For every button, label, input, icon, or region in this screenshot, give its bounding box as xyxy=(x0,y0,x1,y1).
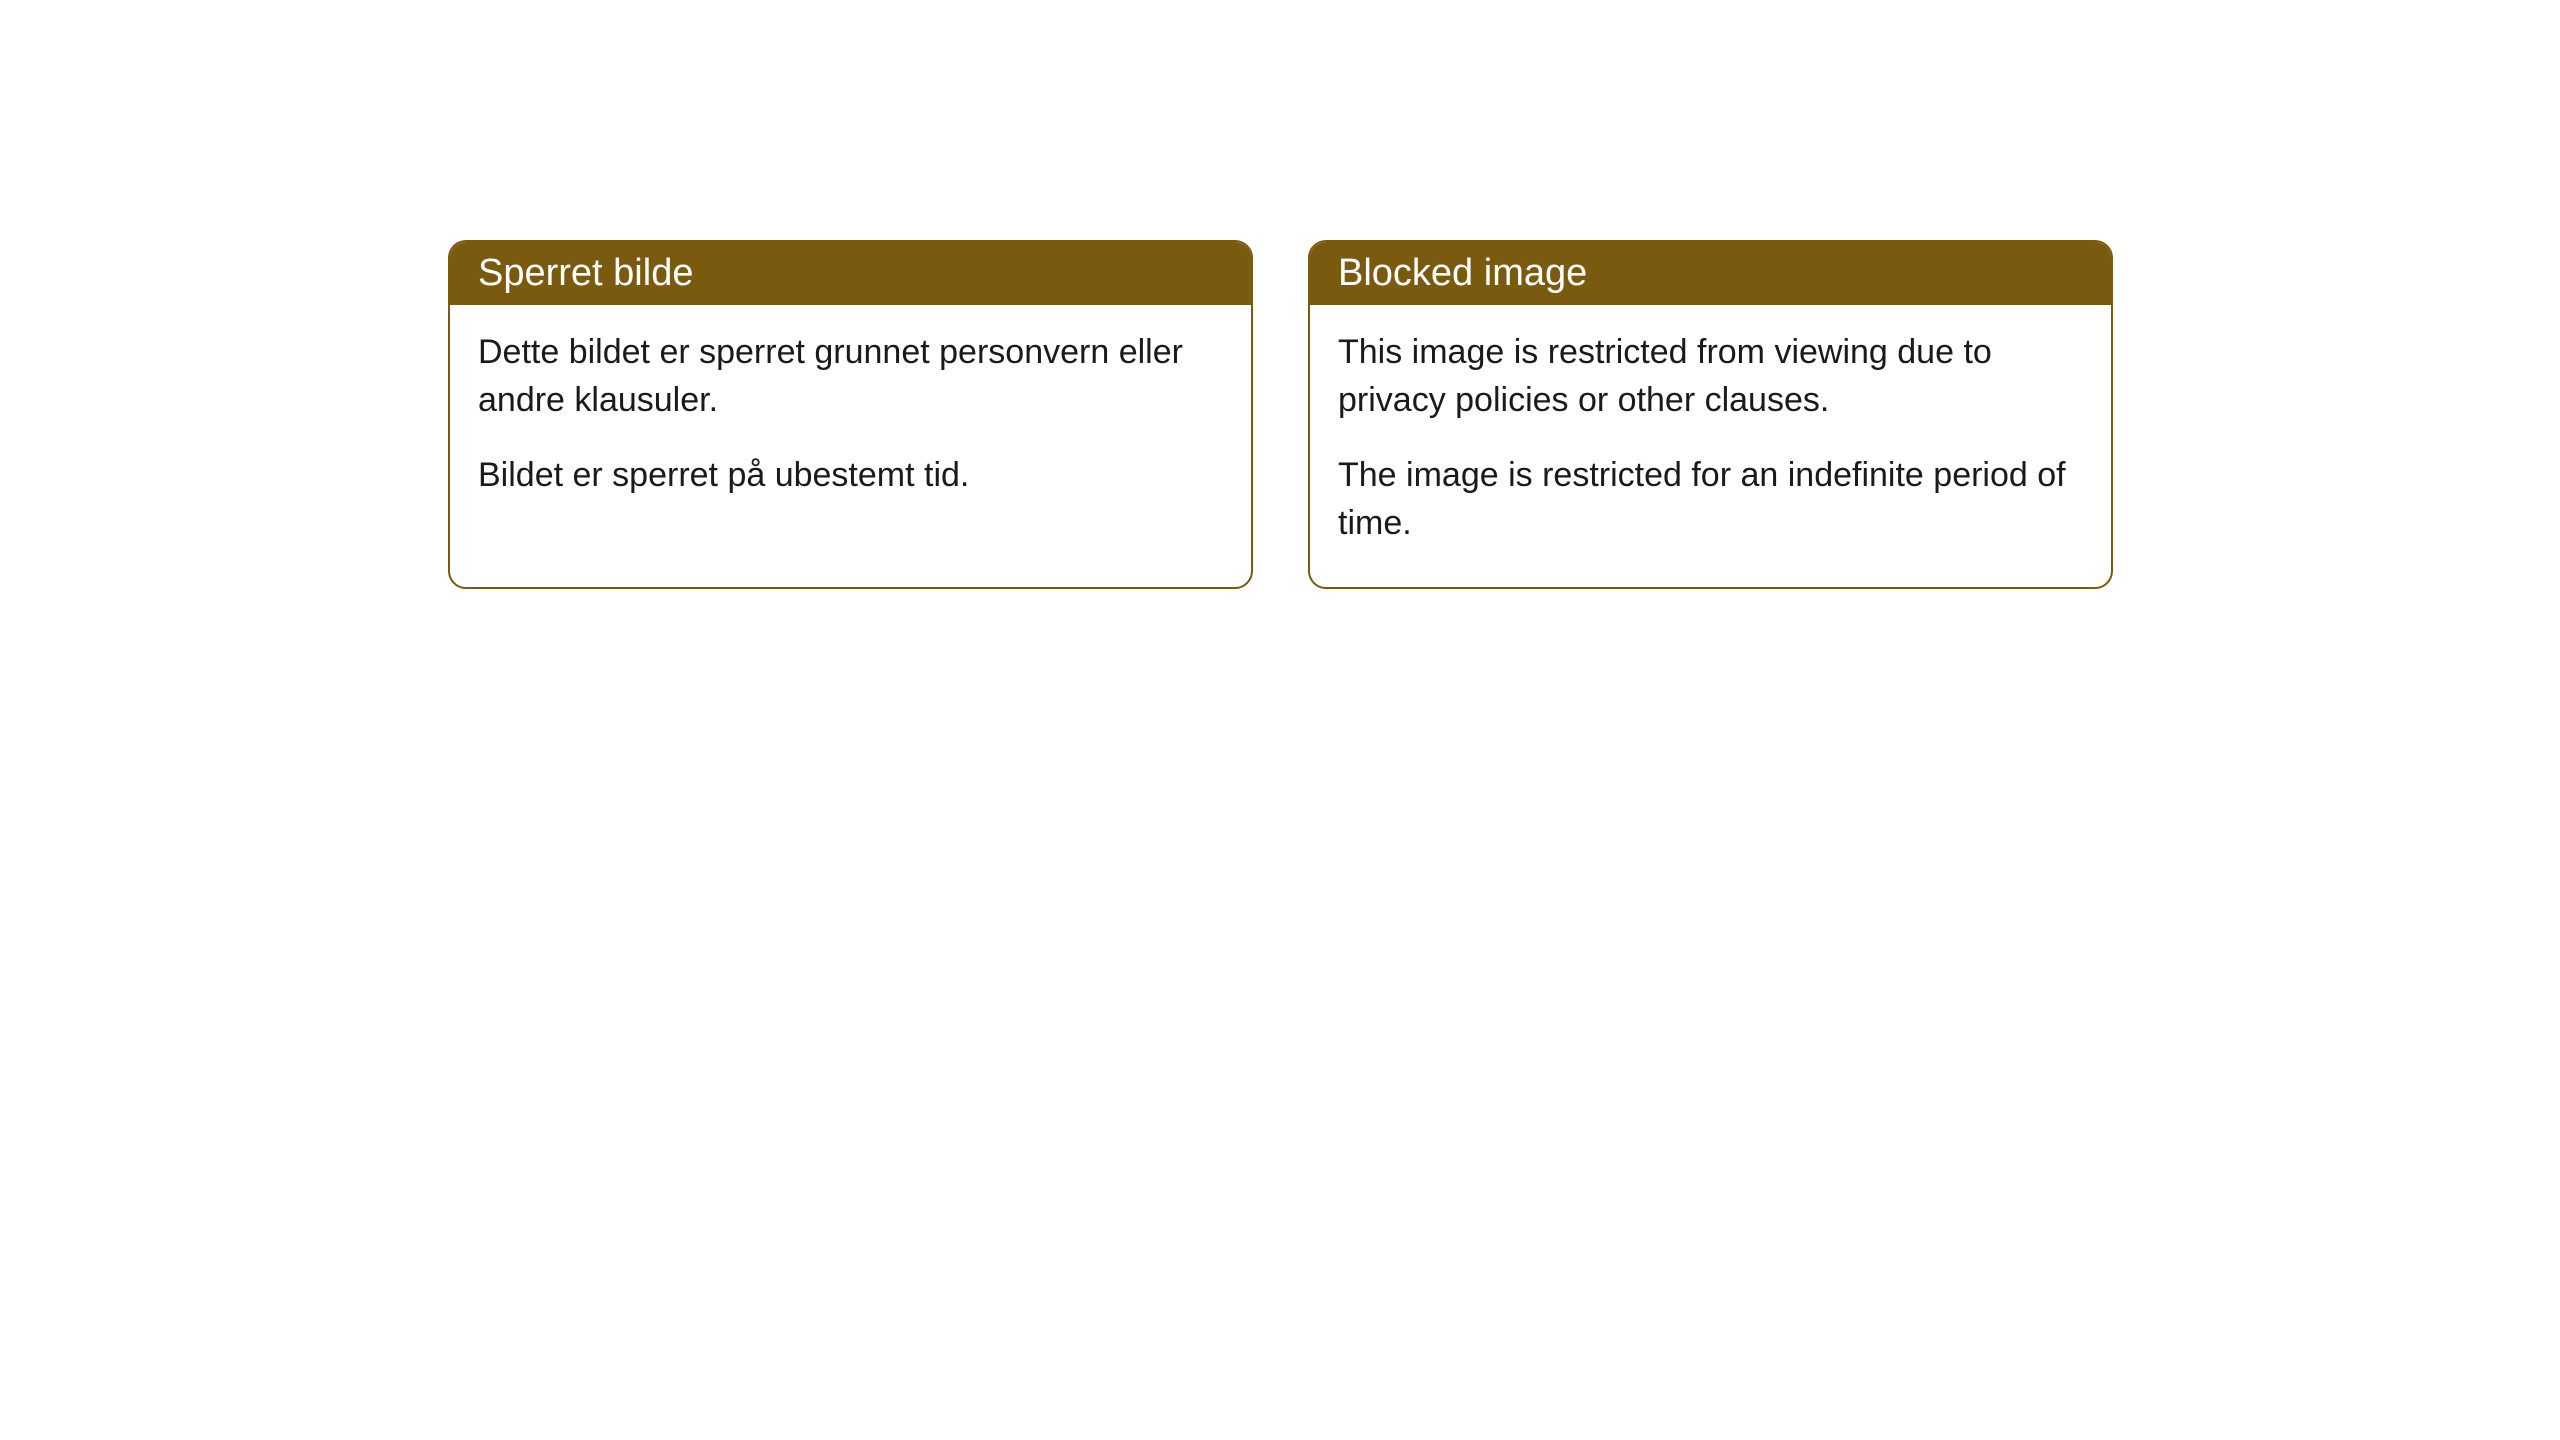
card-title: Sperret bilde xyxy=(478,252,693,294)
card-paragraph: Dette bildet er sperret grunnet personve… xyxy=(478,329,1223,424)
card-header-english: Blocked image xyxy=(1310,242,2111,305)
card-body-norwegian: Dette bildet er sperret grunnet personve… xyxy=(450,305,1251,540)
card-norwegian: Sperret bilde Dette bildet er sperret gr… xyxy=(448,240,1253,589)
card-paragraph: The image is restricted for an indefinit… xyxy=(1338,452,2083,547)
cards-container: Sperret bilde Dette bildet er sperret gr… xyxy=(448,240,2113,589)
card-title: Blocked image xyxy=(1338,252,1587,294)
card-header-norwegian: Sperret bilde xyxy=(450,242,1251,305)
card-english: Blocked image This image is restricted f… xyxy=(1308,240,2113,589)
card-paragraph: Bildet er sperret på ubestemt tid. xyxy=(478,452,1223,500)
card-paragraph: This image is restricted from viewing du… xyxy=(1338,329,2083,424)
card-body-english: This image is restricted from viewing du… xyxy=(1310,305,2111,587)
